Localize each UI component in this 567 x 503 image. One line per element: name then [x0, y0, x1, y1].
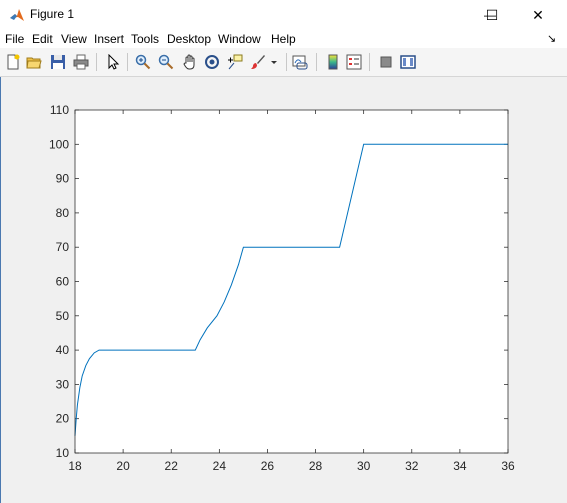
menu-file[interactable]: File: [5, 32, 25, 46]
close-button[interactable]: ✕: [515, 0, 561, 30]
y-tick-label: 80: [56, 206, 70, 220]
x-tick-label: 36: [501, 459, 515, 473]
menu-desktop[interactable]: Desktop: [167, 32, 212, 46]
pan-hand-icon: [183, 54, 195, 70]
y-tick-label: 20: [56, 412, 70, 426]
new-figure-icon: [7, 54, 20, 70]
toolbar-separator: [127, 53, 128, 71]
minimize-button[interactable]: —: [467, 0, 513, 30]
hide-plot-tools-button[interactable]: [376, 52, 396, 72]
rotate-3d-button[interactable]: [202, 52, 222, 72]
y-tick-label: 10: [56, 446, 70, 460]
save-icon: [51, 55, 65, 69]
toolbar-separator: [96, 53, 97, 71]
figure-toolbar: [0, 48, 567, 77]
tick-labels: 18 20 22 24 26 28 30 32 34 36 10 20 30 40 50 60 70 80 90 10…: [49, 103, 515, 473]
show-plot-tools-icon: [400, 55, 416, 69]
zoom-in-icon: [135, 54, 151, 70]
hide-plot-tools-icon: [380, 56, 392, 68]
select-arrow-icon: [108, 54, 120, 70]
close-icon: ✕: [532, 6, 544, 23]
brush-icon: [251, 55, 265, 69]
brush-dropdown-button[interactable]: [268, 52, 280, 72]
x-tick-label: 18: [68, 459, 82, 473]
open-file-button[interactable]: [24, 52, 44, 72]
y-tick-label: 60: [56, 275, 70, 289]
window-title: Figure 1: [30, 7, 75, 21]
y-tick-label: 90: [56, 172, 70, 186]
toolbar-separator: [286, 53, 287, 71]
select-arrow-button[interactable]: [103, 52, 123, 72]
axes-box: [74, 109, 509, 454]
x-tick-label: 22: [165, 459, 179, 473]
maximize-icon: ☐: [485, 6, 499, 23]
data-cursor-button[interactable]: [225, 52, 245, 72]
menu-edit[interactable]: Edit: [32, 32, 53, 46]
zoom-out-button[interactable]: [156, 52, 176, 72]
x-tick-label: 28: [309, 459, 323, 473]
x-tick-label: 20: [116, 459, 130, 473]
maximize-button-hit[interactable]: ☐: [469, 0, 515, 30]
open-file-icon: [26, 57, 42, 69]
print-icon: [73, 54, 89, 70]
link-plot-button[interactable]: [290, 52, 310, 72]
y-tick-label: 70: [56, 240, 70, 254]
zoom-in-button[interactable]: [133, 52, 153, 72]
toolbar-separator: [369, 53, 370, 71]
x-tick-label: 26: [261, 459, 275, 473]
y-tick-label: 100: [49, 137, 69, 151]
colorbar-icon: [328, 54, 338, 70]
matlab-logo-icon: [10, 9, 24, 21]
x-tick-label: 32: [405, 459, 419, 473]
menu-insert[interactable]: Insert: [94, 32, 125, 46]
rotate-3d-icon: [205, 55, 219, 69]
x-tick-label: 34: [453, 459, 467, 473]
y-tick-label: 50: [56, 309, 70, 323]
menu-window[interactable]: Window: [218, 32, 261, 46]
brush-button[interactable]: [248, 52, 268, 72]
zoom-out-icon: [158, 54, 174, 70]
menu-tools[interactable]: Tools: [131, 32, 160, 46]
toolbar-separator: [316, 53, 317, 71]
dock-arrow-icon[interactable]: ↘: [547, 33, 557, 45]
y-tick-label: 110: [50, 103, 69, 117]
show-plot-tools-button[interactable]: [398, 52, 418, 72]
minimize-icon: —: [484, 8, 496, 22]
chevron-down-icon: [271, 61, 277, 64]
data-series-line: [74, 143, 508, 436]
menu-bar: File Edit View Insert Tools Desktop Wind…: [0, 30, 567, 48]
x-tick-label: 30: [357, 459, 371, 473]
axes-background: [75, 110, 508, 453]
window-edge: [0, 77, 1, 503]
colorbar-button[interactable]: [323, 52, 343, 72]
legend-button[interactable]: [344, 52, 364, 72]
pan-button[interactable]: [180, 52, 200, 72]
new-figure-button[interactable]: [3, 52, 23, 72]
x-tick-label: 24: [213, 459, 227, 473]
data-cursor-icon: [228, 54, 243, 70]
menu-view[interactable]: View: [61, 32, 87, 46]
print-button[interactable]: [71, 52, 91, 72]
save-button[interactable]: [48, 52, 68, 72]
y-tick-label: 40: [56, 343, 70, 357]
title-bar: Figure 1 — ☐ ✕: [0, 0, 567, 30]
y-tick-label: 30: [56, 377, 70, 391]
menu-help[interactable]: Help: [271, 32, 296, 46]
legend-icon: [346, 54, 362, 70]
link-plot-icon: [292, 55, 308, 70]
